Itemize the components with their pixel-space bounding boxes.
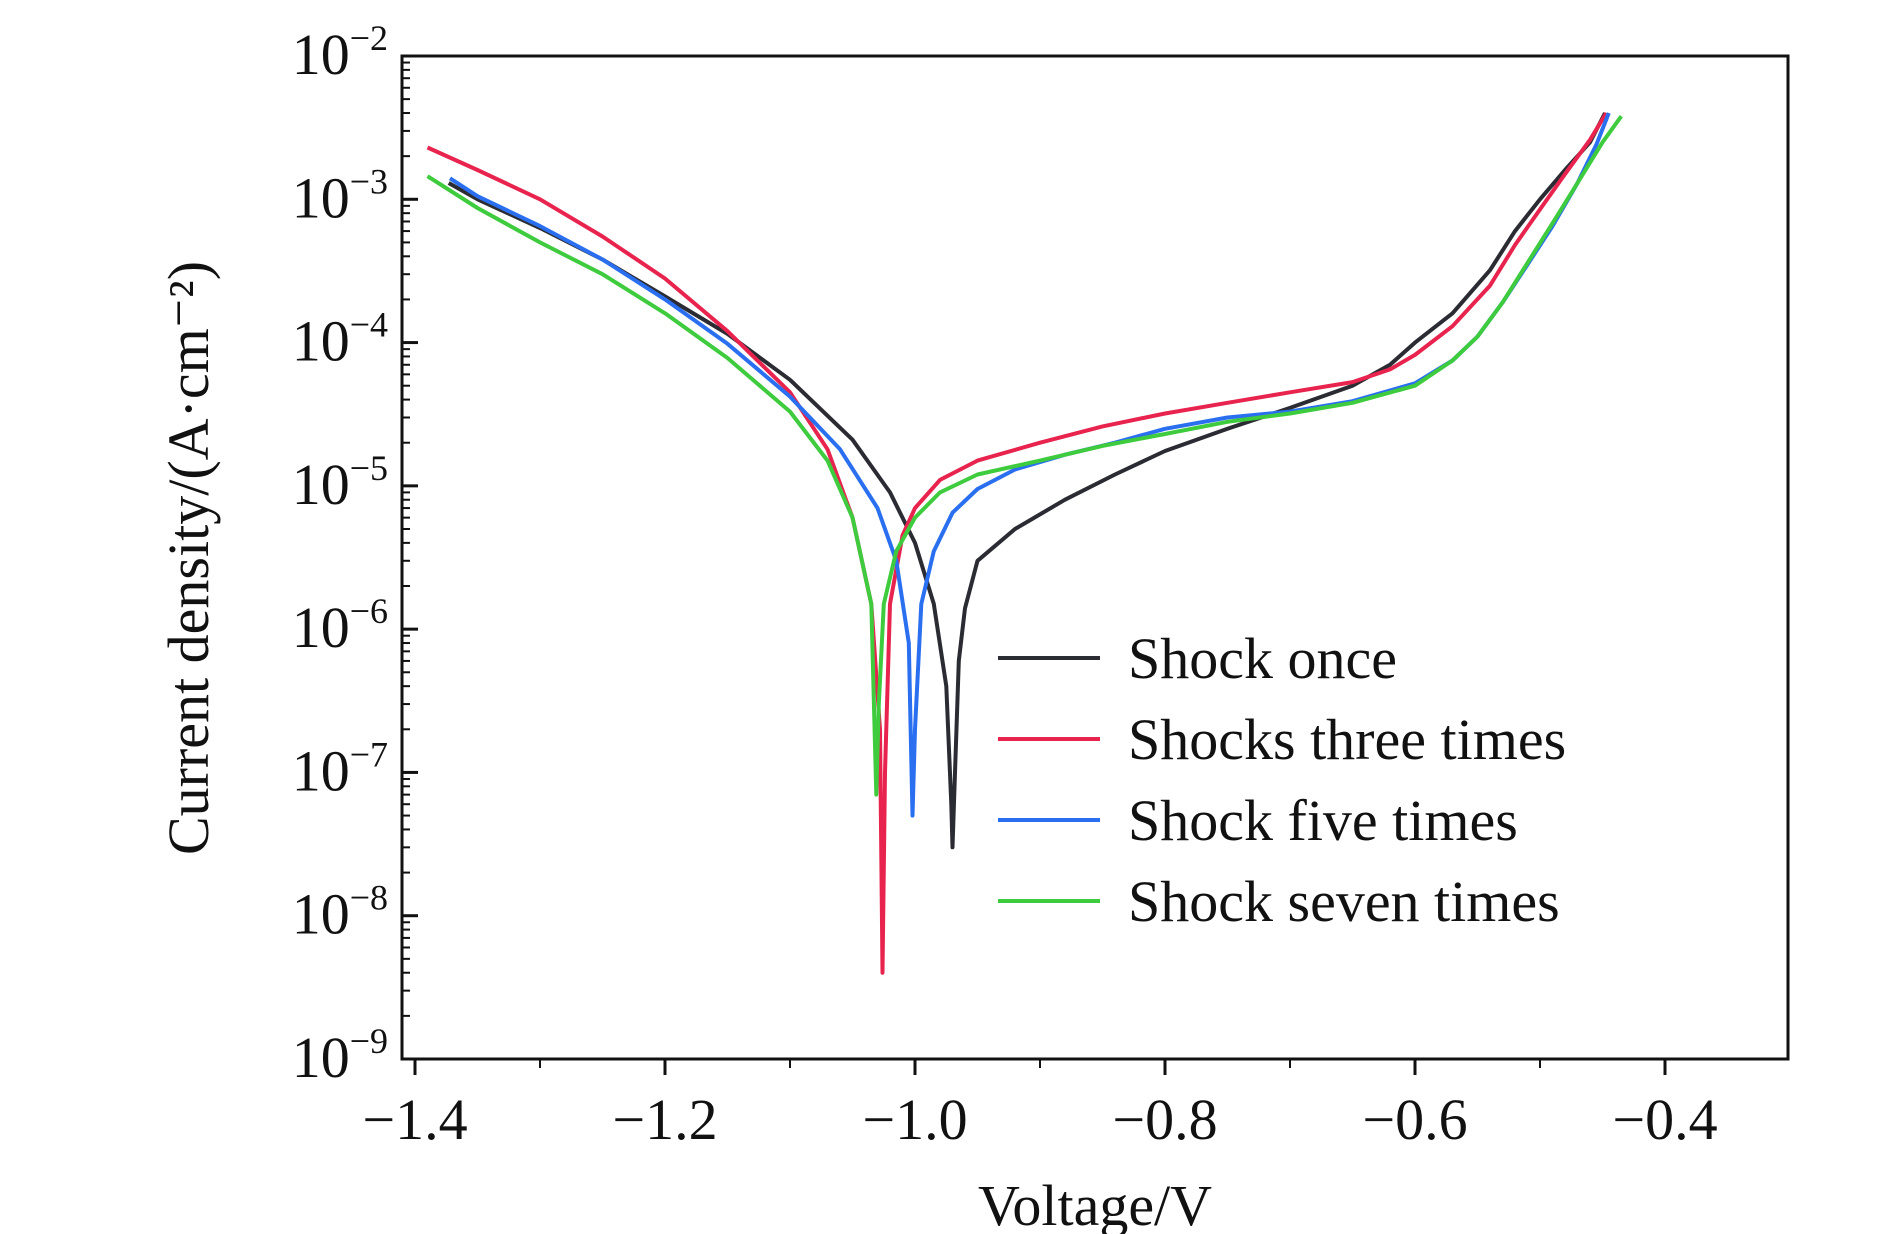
series-line [426, 115, 1623, 797]
x-tick-label: −0.6 [1362, 1087, 1467, 1152]
y-tick-label: 10−5 [292, 448, 388, 517]
y-axis-ticks: 10−2 10−3 10−4 10−5 10−6 10−7 10−8 10−9 [292, 18, 418, 1090]
x-tick-label: −1.4 [362, 1087, 467, 1152]
x-tick-label: −0.8 [1112, 1087, 1217, 1152]
series-lines [426, 111, 1623, 975]
x-axis-title: Voltage/V [978, 1173, 1212, 1234]
y-tick-label: 10−8 [292, 878, 388, 947]
y-tick-label: 10−3 [292, 161, 388, 230]
x-tick-label: −1.2 [612, 1087, 717, 1152]
y-tick-label: 10−4 [292, 305, 388, 374]
y-tick-label: 10−6 [292, 591, 388, 660]
legend: Shock once Shocks three times Shock five t… [998, 626, 1566, 934]
y-tick-label: 10−7 [292, 734, 388, 803]
x-axis-ticks: −1.4 −1.2 −1.0 −0.8 −0.6 −0.4 [362, 1059, 1718, 1152]
x-tick-label: −0.4 [1612, 1087, 1717, 1152]
legend-label: Shock five times [1128, 788, 1518, 853]
series-line [426, 111, 1609, 975]
x-tick-label: −1.0 [862, 1087, 967, 1152]
y-tick-label: 10−2 [292, 18, 388, 87]
minor-ticks [402, 61, 1541, 1068]
y-axis-title-text: Current density/(A·cm⁻²) [156, 261, 221, 855]
y-tick-label: 10−9 [292, 1021, 388, 1090]
legend-label: Shock once [1128, 626, 1397, 691]
legend-label: Shock seven times [1128, 869, 1560, 934]
y-axis-title: Current density/(A·cm⁻²) [156, 261, 221, 855]
legend-label: Shocks three times [1128, 707, 1566, 772]
series-line [447, 112, 1607, 850]
plot-frame [400, 54, 1790, 1061]
